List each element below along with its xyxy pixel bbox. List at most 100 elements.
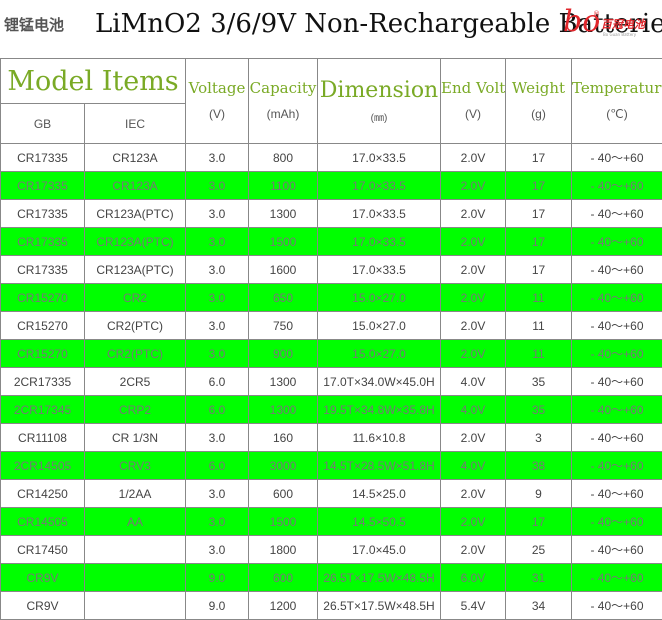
voltage-cell: 3.0 [185,339,249,368]
weight-header-label: Weight [511,79,566,97]
weight-cell: 34 [505,591,572,620]
weight-cell: 11 [505,311,572,340]
page-header: 锂锰电池 LiMnO2 3/6/9V Non-Rechargeable Batt… [0,0,662,58]
table-row: CR17335 CR123A 3.0 800 17.0×33.5 2.0V 17… [0,143,662,172]
weight-cell: 17 [505,227,572,256]
dimension-cell: 19.5T×34.8W×35.8H [317,395,441,424]
table-row: 2CR14505 CRV3 6.0 3000 14.5T×28.5W×51.8H… [0,451,662,480]
weight-cell: 11 [505,283,572,312]
capacity-cell: 1600 [248,255,318,284]
dimension-cell: 15.0×27.0 [317,339,441,368]
gb-cell: CR17450 [0,535,85,564]
weight-cell: 35 [505,367,572,396]
end-volt-cell: 2.0V [440,535,506,564]
dimension-cell: 17.0×33.5 [317,227,441,256]
capacity-cell: 1100 [248,171,318,200]
temperature-cell: - 40～+60 [571,591,662,620]
table-row: CR14250 1/2AA 3.0 600 14.5×25.0 2.0V 9 -… [0,479,662,508]
iec-cell: CR2(PTC) [84,339,186,368]
table-row: CR15270 CR2(PTC) 3.0 900 15.0×27.0 2.0V … [0,339,662,368]
voltage-cell: 3.0 [185,199,249,228]
voltage-cell: 3.0 [185,171,249,200]
iec-cell: CRV3 [84,451,186,480]
voltage-cell: 9.0 [185,563,249,592]
gb-cell: 2CR17345 [0,395,85,424]
temperature-cell: - 40～+60 [571,395,662,424]
dimension-cell: 14.5×25.0 [317,479,441,508]
voltage-header-label: Voltage [188,79,246,97]
gb-header: GB [0,103,85,144]
logo-subtitle: Bo Guan Battery [603,32,637,37]
capacity-cell: 1800 [248,535,318,564]
iec-cell: AA [84,507,186,536]
weight-cell: 11 [505,339,572,368]
capacity-cell: 750 [248,311,318,340]
capacity-cell: 600 [248,563,318,592]
table-row: CR17335 CR123A(PTC) 3.0 1300 17.0×33.5 2… [0,199,662,228]
weight-cell: 17 [505,199,572,228]
iec-cell: CR123A(PTC) [84,227,186,256]
table-row: CR14505 AA 3.0 1500 14.5×50.5 2.0V 17 - … [0,507,662,536]
voltage-cell: 3.0 [185,143,249,172]
capacity-cell: 1300 [248,199,318,228]
weight-unit: (g) [531,107,546,121]
end-volt-header-label: End Volt [441,79,506,97]
capacity-cell: 1200 [248,591,318,620]
brand-chinese-label: 锂锰电池 [4,16,65,34]
page-title: LiMnO2 3/6/9V Non-Rechargeable Batteries [95,9,662,39]
iec-cell [84,535,186,564]
temperature-cell: - 40～+60 [571,479,662,508]
dimension-cell: 26.5T×17.5W×48.5H [317,591,441,620]
header-row: Model Items Voltage (V) Capacity (mAh) D… [0,58,662,144]
table-row: CR15270 CR2 3.0 650 15.0×27.0 2.0V 11 - … [0,283,662,312]
table-row: 2CR17345 CRP2 6.0 1300 19.5T×34.8W×35.8H… [0,395,662,424]
voltage-cell: 6.0 [185,395,249,424]
dimension-cell: 17.0×33.5 [317,171,441,200]
end-volt-cell: 4.0V [440,395,506,424]
end-volt-cell: 2.0V [440,479,506,508]
weight-cell: 17 [505,507,572,536]
gb-cell: CR14250 [0,479,85,508]
weight-cell: 3 [505,423,572,452]
subheader-row: GB IEC [0,103,662,144]
iec-cell: CRP2 [84,395,186,424]
temperature-cell: - 40～+60 [571,227,662,256]
voltage-cell: 3.0 [185,479,249,508]
end-volt-cell: 2.0V [440,199,506,228]
capacity-header: Capacity (mAh) [248,58,318,144]
iec-cell: CR123A [84,171,186,200]
iec-cell: 1/2AA [84,479,186,508]
table-row: CR11108 CR 1/3N 3.0 160 11.6×10.8 2.0V 3… [0,423,662,452]
end-volt-cell: 4.0V [440,367,506,396]
model-items-header: Model Items [0,58,186,104]
dimension-cell: 17.0×33.5 [317,255,441,284]
iec-cell [84,591,186,620]
table-row: CR17335 CR123A(PTC) 3.0 1500 17.0×33.5 2… [0,227,662,256]
table-row: CR17335 CR123A 3.0 1100 17.0×33.5 2.0V 1… [0,171,662,200]
iec-cell: CR123A [84,143,186,172]
gb-cell: CR9V [0,563,85,592]
weight-cell: 17 [505,171,572,200]
capacity-cell: 650 [248,283,318,312]
weight-cell: 25 [505,535,572,564]
end-volt-cell: 2.0V [440,283,506,312]
dimension-cell: 17.0T×34.0W×45.0H [317,367,441,396]
end-volt-cell: 2.0V [440,311,506,340]
voltage-cell: 3.0 [185,507,249,536]
voltage-cell: 6.0 [185,367,249,396]
iec-cell [84,563,186,592]
dimension-cell: 11.6×10.8 [317,423,441,452]
weight-cell: 38 [505,451,572,480]
dimension-cell: 26.5T×17.5W×48.5H [317,563,441,592]
table-row: CR9V 9.0 600 26.5T×17.5W×48.5H 6.0V 31 -… [0,563,662,592]
dimension-header: Dimension (㎜) [317,58,441,144]
iec-cell: 2CR5 [84,367,186,396]
capacity-cell: 900 [248,339,318,368]
dimension-cell: 17.0×33.5 [317,199,441,228]
end-volt-cell: 2.0V [440,143,506,172]
temperature-cell: - 40～+60 [571,423,662,452]
weight-header: Weight (g) [505,58,572,144]
dimension-unit: (㎜) [370,113,388,124]
logo-chinese-name: 百冠电池 [601,18,645,31]
iec-cell: CR2 [84,283,186,312]
